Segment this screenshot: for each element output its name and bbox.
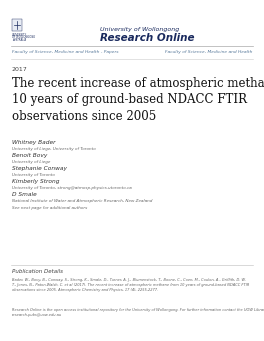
Text: University of Toronto: University of Toronto xyxy=(12,173,55,177)
Text: Kimberly Strong: Kimberly Strong xyxy=(12,179,59,184)
Text: See next page for additional authors: See next page for additional authors xyxy=(12,206,87,210)
Text: University of Liege: University of Liege xyxy=(12,160,50,164)
Text: Research Online is the open access institutional repository for the University o: Research Online is the open access insti… xyxy=(12,308,264,317)
Text: Benoit Bovy: Benoit Bovy xyxy=(12,153,47,158)
Text: University of Toronto, strong@atmosp.physics.utoronto.ca: University of Toronto, strong@atmosp.phy… xyxy=(12,186,132,190)
Text: Research Online: Research Online xyxy=(100,33,195,43)
Bar xyxy=(12,19,22,31)
Text: University of Wollongong: University of Wollongong xyxy=(100,27,179,32)
Text: UNIVERSITY: UNIVERSITY xyxy=(12,33,27,37)
Text: The recent increase of atmospheric methane from
10 years of ground-based NDACC F: The recent increase of atmospheric metha… xyxy=(12,77,264,123)
Text: 2017: 2017 xyxy=(12,67,28,72)
Text: National Institute of Water and Atmospheric Research, New Zealand: National Institute of Water and Atmosphe… xyxy=(12,199,152,203)
Text: Faculty of Science, Medicine and Health: Faculty of Science, Medicine and Health xyxy=(165,50,252,54)
Text: University of Liege, University of Toronto: University of Liege, University of Toron… xyxy=(12,147,96,151)
Text: Bader, W., Bovy, B., Conway, S., Strong, K., Smale, D., Turner, A. J., Blumensto: Bader, W., Bovy, B., Conway, S., Strong,… xyxy=(12,278,249,292)
Text: D Smale: D Smale xyxy=(12,192,37,197)
Text: Stephanie Conway: Stephanie Conway xyxy=(12,166,67,171)
Text: Publication Details: Publication Details xyxy=(12,269,63,274)
Text: Faculty of Science, Medicine and Health - Papers: Faculty of Science, Medicine and Health … xyxy=(12,50,119,54)
Text: AUSTRALIA: AUSTRALIA xyxy=(12,38,26,42)
Text: Whitney Bader: Whitney Bader xyxy=(12,140,55,145)
Text: OF WOLLONGONG: OF WOLLONGONG xyxy=(12,35,35,40)
